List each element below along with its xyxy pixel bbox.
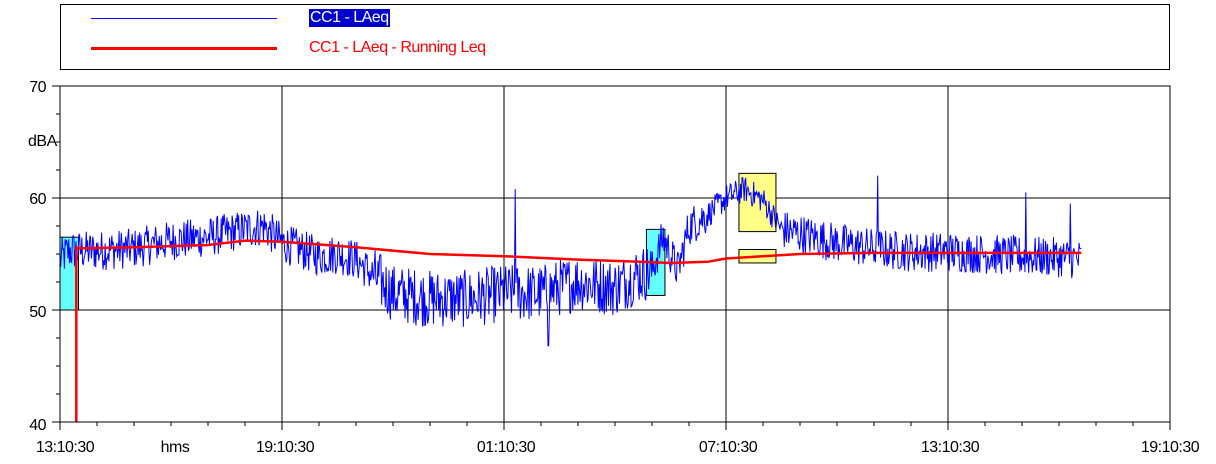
y-tick-label: 40 xyxy=(29,417,46,434)
x-unit-label: hms xyxy=(161,439,190,456)
legend: CC1 - LAeq CC1 - LAeq - Running Leq xyxy=(60,4,1170,70)
x-tick-label: 19:10:30 xyxy=(1141,439,1200,456)
series-line-running-leq xyxy=(75,239,1082,422)
legend-swatch-laeq xyxy=(91,18,277,19)
x-tick-label: 01:10:30 xyxy=(477,439,536,456)
y-axis-label: dBA xyxy=(28,133,58,150)
x-tick-label: 13:10:30 xyxy=(36,439,95,456)
x-tick-label: 13:10:30 xyxy=(921,439,980,456)
series-line-laeq xyxy=(59,175,1082,347)
legend-label-laeq: CC1 - LAeq xyxy=(309,9,390,27)
y-tick-label: 70 xyxy=(29,79,46,96)
y-tick-label: 60 xyxy=(29,191,46,208)
x-tick-label: 19:10:30 xyxy=(256,439,315,456)
legend-item-running-leq: CC1 - LAeq - Running Leq xyxy=(61,37,1169,61)
legend-item-laeq: CC1 - LAeq xyxy=(61,7,1169,31)
legend-swatch-running-leq xyxy=(91,47,277,50)
series-layer xyxy=(59,175,1082,422)
y-tick-label: 50 xyxy=(29,304,46,321)
x-tick-label: 07:10:30 xyxy=(699,439,758,456)
legend-label-running-leq: CC1 - LAeq - Running Leq xyxy=(309,39,486,56)
tick-labels: 40 50 60 70 dBA 13:10:30 19:10:30 01:10:… xyxy=(28,79,1200,456)
ticks xyxy=(52,85,1171,430)
